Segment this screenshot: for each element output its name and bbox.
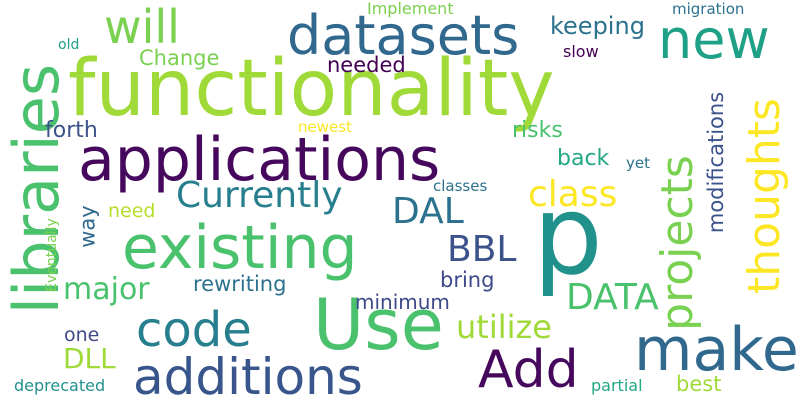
word-make: make: [634, 315, 799, 385]
word-data: DATA: [566, 277, 659, 318]
word-bbl: BBL: [447, 229, 517, 270]
word-projects: projects: [651, 155, 703, 331]
word-yet: yet: [626, 154, 650, 172]
word-datasets[interactable]: datasets: [287, 4, 520, 67]
word-migration: migration: [672, 0, 745, 18]
word-bring: bring: [440, 268, 495, 292]
word-best: best: [676, 372, 722, 396]
word-modifications: modifications: [704, 91, 729, 234]
word-minimum: minimum: [355, 290, 450, 314]
word-old: old: [58, 37, 80, 53]
word-forth: forth: [45, 118, 98, 143]
word-currently: Currently: [176, 175, 343, 216]
word-back: back: [557, 146, 610, 171]
word-add: Add: [478, 340, 579, 400]
word-major: major: [63, 272, 150, 307]
word-class: class: [528, 174, 618, 215]
word-functionality: functionality: [68, 44, 555, 134]
word-use[interactable]: Use: [313, 284, 444, 366]
word-way: way: [75, 205, 100, 248]
word-p: p: [533, 171, 603, 299]
word-classes: classes: [433, 177, 488, 195]
word-utilize: utilize: [456, 308, 552, 346]
word-one: one: [64, 324, 100, 346]
word-dal: DAL: [392, 191, 464, 232]
word-eventually: Eventually: [43, 218, 60, 292]
word-newest: newest: [298, 118, 352, 136]
word-implement: Implement: [367, 0, 454, 18]
word-need: need: [108, 200, 156, 222]
word-code: code: [136, 302, 252, 358]
word-risks: risks: [512, 118, 563, 143]
word-partial: partial: [591, 376, 643, 395]
word-slow: slow: [563, 42, 599, 61]
word-change: Change: [139, 46, 220, 70]
word-dll: DLL: [63, 342, 116, 375]
word-needed: needed: [327, 53, 406, 77]
word-will[interactable]: will: [104, 0, 180, 54]
word-new: new: [658, 8, 770, 71]
word-existing[interactable]: existing: [122, 213, 358, 283]
word-rewriting: rewriting: [193, 272, 287, 296]
word-applications: applications: [78, 125, 441, 195]
word-additions[interactable]: additions: [133, 348, 363, 400]
word-deprecated: deprecated: [14, 376, 106, 395]
word-thoughts: thoughts: [738, 98, 790, 294]
word-keeping: keeping: [550, 12, 645, 40]
